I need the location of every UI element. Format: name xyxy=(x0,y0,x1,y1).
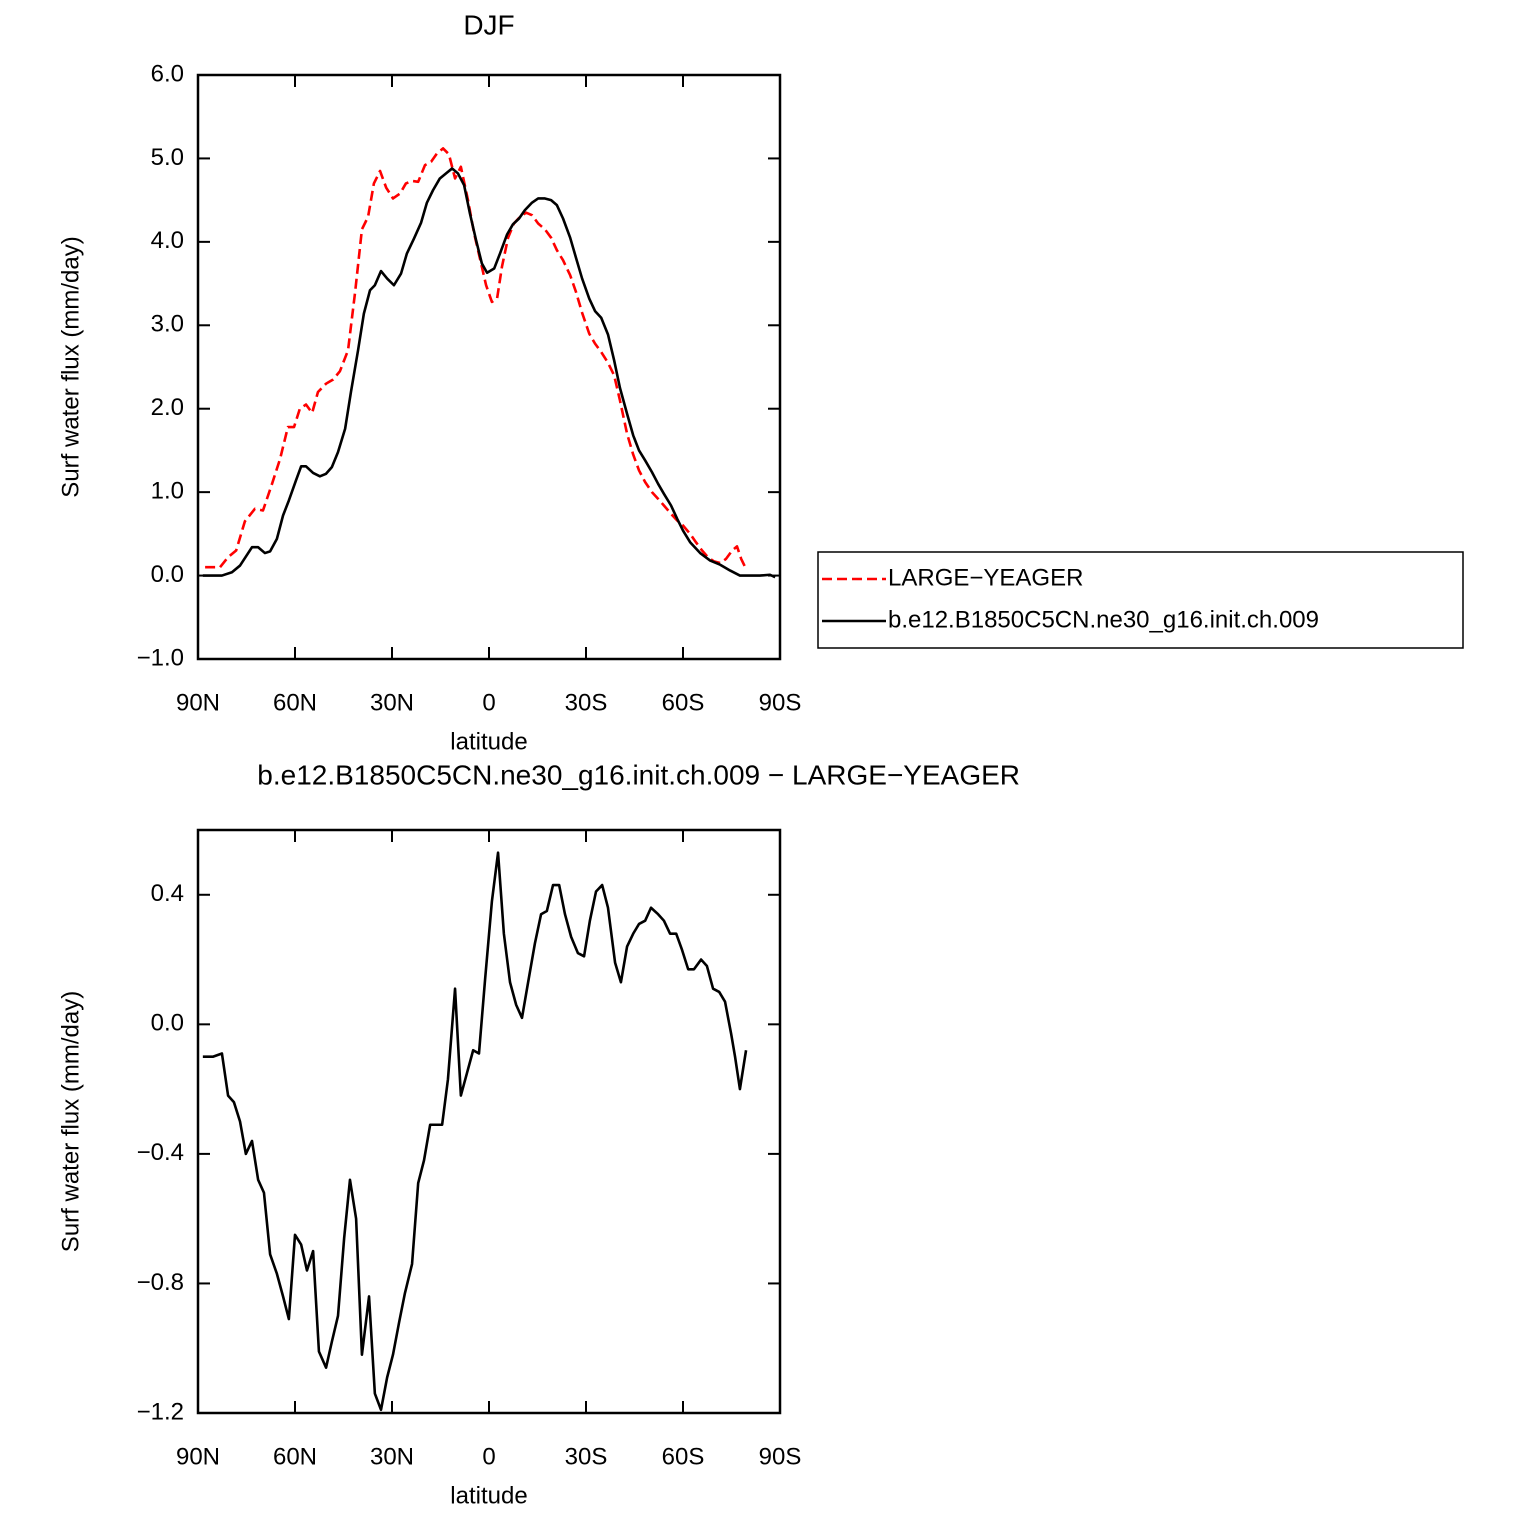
x-tick-label: 60N xyxy=(273,1443,317,1470)
y-tick-label: 0.0 xyxy=(151,561,184,588)
x-tick-label: 60S xyxy=(662,1443,705,1470)
series-line xyxy=(205,147,748,570)
x-tick-label: 60N xyxy=(273,689,317,716)
chart-title: b.e12.B1850C5CN.ne30_g16.init.ch.009 − L… xyxy=(257,759,1020,790)
y-tick-label: −1.0 xyxy=(137,644,184,671)
y-tick-label: 2.0 xyxy=(151,394,184,421)
y-tick-label: −0.8 xyxy=(137,1269,184,1296)
y-axis-label: Surf water flux (mm/day) xyxy=(57,991,84,1252)
y-tick-label: 1.0 xyxy=(151,477,184,504)
x-tick-label: 30S xyxy=(565,689,608,716)
x-tick-label: 90S xyxy=(759,689,802,716)
y-tick-label: 3.0 xyxy=(151,311,184,338)
x-tick-label: 60S xyxy=(662,689,705,716)
series-line xyxy=(202,851,748,1412)
x-tick-label: 30N xyxy=(370,689,414,716)
x-axis-label: latitude xyxy=(450,728,527,755)
y-tick-label: 6.0 xyxy=(151,60,184,87)
x-tick-label: 30N xyxy=(370,1443,414,1470)
y-tick-label: 4.0 xyxy=(151,227,184,254)
legend-box xyxy=(817,551,1464,649)
y-tick-label: −0.4 xyxy=(137,1139,184,1166)
x-tick-label: 90S xyxy=(759,1443,802,1470)
x-tick-label: 30S xyxy=(565,1443,608,1470)
y-tick-label: 5.0 xyxy=(151,144,184,171)
x-tick-label: 0 xyxy=(482,1443,495,1470)
x-tick-label: 0 xyxy=(482,689,495,716)
y-axis-label: Surf water flux (mm/day) xyxy=(57,236,84,497)
y-tick-label: −1.2 xyxy=(137,1398,184,1425)
x-tick-label: 90N xyxy=(176,689,220,716)
plot-frame xyxy=(196,73,782,661)
x-axis-label: latitude xyxy=(450,1482,527,1509)
chart-title: DJF xyxy=(463,9,514,40)
x-tick-label: 90N xyxy=(176,1443,220,1470)
legend-label: LARGE−YEAGER xyxy=(888,564,1083,591)
series-line xyxy=(202,167,776,579)
y-tick-label: 0.0 xyxy=(151,1010,184,1037)
plot-frame xyxy=(196,828,782,1415)
y-tick-label: 0.4 xyxy=(151,880,184,907)
legend-label: b.e12.B1850C5CN.ne30_g16.init.ch.009 xyxy=(888,606,1319,633)
